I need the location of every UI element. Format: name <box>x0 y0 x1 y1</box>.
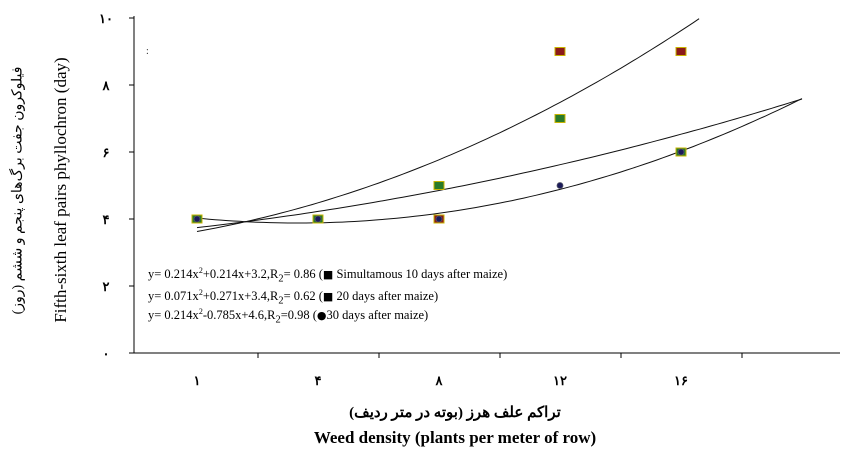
x-tick-label: ۱ <box>194 373 201 388</box>
y-axis-label-english: Fifth-sixth leaf pairs phyllochron (day) <box>51 57 70 323</box>
y-tick-label: ۶ <box>103 145 110 160</box>
series-3-point <box>677 148 685 156</box>
square-marker-icon: ■ <box>322 268 334 282</box>
series-3-point <box>314 215 322 223</box>
y-axis-label-persian: فیلوکرون جفت برگ‌های پنجم و ششم (روز) <box>10 66 26 315</box>
circle-marker-icon: ● <box>316 309 327 323</box>
x-axis-label-english: Weed density (plants per meter of row) <box>313 428 597 447</box>
y-tick-label: ۱۰ <box>99 11 113 26</box>
stray-mark: : <box>146 46 149 57</box>
x-tick-label: ۱۶ <box>674 373 688 388</box>
series-1-point <box>675 47 687 56</box>
fit-curve-3 <box>196 98 803 224</box>
y-tick-label: ۸ <box>102 78 111 93</box>
fit-curve-1 <box>196 18 700 232</box>
series-2-point <box>433 181 445 190</box>
fit-curve-2 <box>196 98 803 229</box>
y-tick-label: ۲ <box>103 279 110 294</box>
x-tick-label: ۱۲ <box>553 373 567 388</box>
equation-series-2: y= 0.071x2+0.271x+3.4,R2= 0.62 (■ 20 day… <box>148 288 439 307</box>
square-marker-icon: ■ <box>322 290 334 304</box>
y-tick-label: ۰ <box>103 346 110 361</box>
x-tick-label: ۸ <box>435 373 444 388</box>
equation-series-1: y= 0.214x2+0.214x+3.2,R2= 0.86 (■ Simult… <box>148 266 508 285</box>
y-tick-label: ۴ <box>103 212 110 227</box>
series-3-point <box>193 215 201 223</box>
series-1-point <box>554 47 566 56</box>
x-tick-label: ۴ <box>315 373 322 388</box>
series-3-point <box>556 182 564 189</box>
equation-series-3: y= 0.214x2-0.785x+4.6,R2=0.98 (●30 days … <box>148 307 429 326</box>
series-3-point <box>435 215 443 223</box>
series-2-point <box>554 114 566 123</box>
x-axis-label-persian: تراکم علف هرز (بوته در متر ردیف) <box>349 405 561 421</box>
